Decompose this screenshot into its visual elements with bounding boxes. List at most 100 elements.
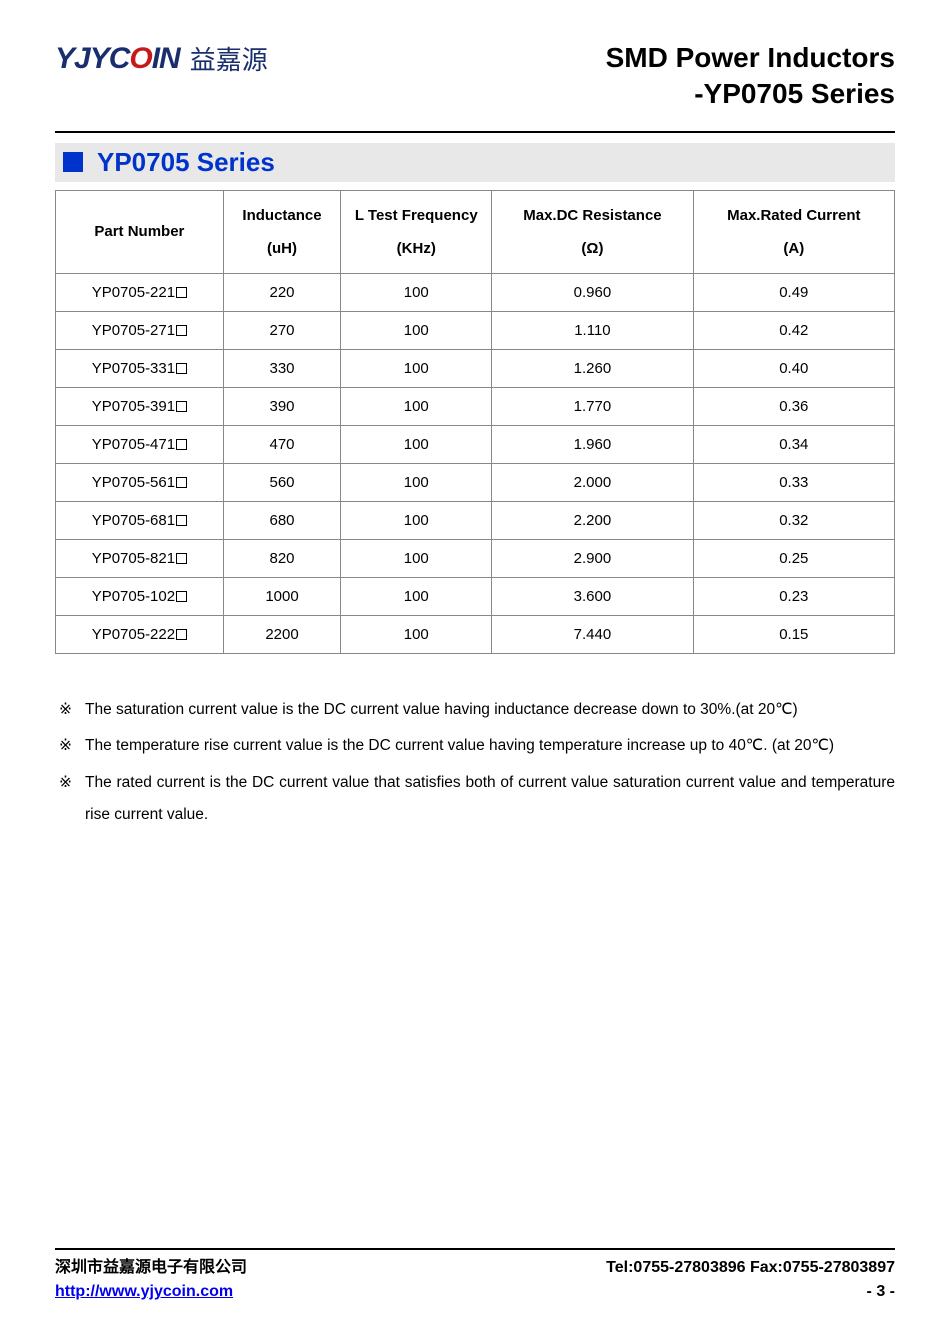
cell-ind: 220 bbox=[223, 273, 340, 311]
cell-freq: 100 bbox=[341, 615, 492, 653]
note-item: The saturation current value is the DC c… bbox=[55, 694, 895, 727]
cell-part-number: YP0705-821 bbox=[56, 539, 224, 577]
footer-rule bbox=[55, 1248, 895, 1250]
cell-ind: 820 bbox=[223, 539, 340, 577]
cell-freq: 100 bbox=[341, 577, 492, 615]
table-row: YP0705-6816801002.2000.32 bbox=[56, 501, 895, 539]
table-row: YP0705-2712701001.1100.42 bbox=[56, 311, 895, 349]
logo-cn: 益嘉源 bbox=[190, 40, 268, 77]
cell-cur: 0.36 bbox=[693, 387, 894, 425]
cell-part-number: YP0705-221 bbox=[56, 273, 224, 311]
cell-dcr: 1.770 bbox=[492, 387, 693, 425]
col-label: Inductance bbox=[242, 207, 321, 224]
note-item: The temperature rise current value is th… bbox=[55, 730, 895, 763]
col-inductance: Inductance (uH) bbox=[223, 190, 340, 273]
cell-cur: 0.25 bbox=[693, 539, 894, 577]
suffix-box-icon bbox=[176, 363, 187, 374]
table-head: Part Number Inductance (uH) L Test Frequ… bbox=[56, 190, 895, 273]
cell-dcr: 1.260 bbox=[492, 349, 693, 387]
cell-ind: 330 bbox=[223, 349, 340, 387]
cell-cur: 0.34 bbox=[693, 425, 894, 463]
cell-dcr: 3.600 bbox=[492, 577, 693, 615]
cell-dcr: 2.200 bbox=[492, 501, 693, 539]
table-row: YP0705-10210001003.6000.23 bbox=[56, 577, 895, 615]
cell-part-number: YP0705-271 bbox=[56, 311, 224, 349]
notes-list: The saturation current value is the DC c… bbox=[55, 694, 895, 832]
cell-cur: 0.15 bbox=[693, 615, 894, 653]
suffix-box-icon bbox=[176, 629, 187, 640]
suffix-box-icon bbox=[176, 287, 187, 298]
logo-part-2: O bbox=[129, 42, 151, 75]
cell-dcr: 0.960 bbox=[492, 273, 693, 311]
section-square-icon bbox=[63, 152, 83, 172]
col-rated-current: Max.Rated Current (A) bbox=[693, 190, 894, 273]
cell-freq: 100 bbox=[341, 501, 492, 539]
footer: 深圳市益嘉源电子有限公司 http://www.yjycoin.com Tel:… bbox=[55, 1248, 895, 1304]
cell-ind: 470 bbox=[223, 425, 340, 463]
table-row: YP0705-5615601002.0000.33 bbox=[56, 463, 895, 501]
cell-freq: 100 bbox=[341, 273, 492, 311]
logo-latin: YJYCOIN bbox=[55, 42, 180, 76]
col-label: Max.Rated Current bbox=[727, 207, 860, 224]
col-label: L Test Frequency bbox=[355, 207, 478, 224]
cell-ind: 270 bbox=[223, 311, 340, 349]
col-unit: (A) bbox=[698, 232, 890, 265]
cell-dcr: 2.000 bbox=[492, 463, 693, 501]
cell-part-number: YP0705-471 bbox=[56, 425, 224, 463]
title-line-1: SMD Power Inductors bbox=[606, 40, 895, 76]
cell-dcr: 1.960 bbox=[492, 425, 693, 463]
logo: YJYCOIN 益嘉源 bbox=[55, 40, 268, 77]
suffix-box-icon bbox=[176, 591, 187, 602]
suffix-box-icon bbox=[176, 477, 187, 488]
footer-company: 深圳市益嘉源电子有限公司 bbox=[55, 1256, 247, 1280]
col-unit: (uH) bbox=[228, 232, 336, 265]
suffix-box-icon bbox=[176, 515, 187, 526]
cell-part-number: YP0705-391 bbox=[56, 387, 224, 425]
col-dc-resistance: Max.DC Resistance (Ω) bbox=[492, 190, 693, 273]
cell-ind: 560 bbox=[223, 463, 340, 501]
table-body: YP0705-2212201000.9600.49YP0705-27127010… bbox=[56, 273, 895, 653]
cell-part-number: YP0705-561 bbox=[56, 463, 224, 501]
cell-cur: 0.42 bbox=[693, 311, 894, 349]
cell-ind: 390 bbox=[223, 387, 340, 425]
col-label: Part Number bbox=[94, 223, 184, 240]
table-row: YP0705-4714701001.9600.34 bbox=[56, 425, 895, 463]
cell-freq: 100 bbox=[341, 349, 492, 387]
cell-freq: 100 bbox=[341, 425, 492, 463]
cell-freq: 100 bbox=[341, 463, 492, 501]
footer-left: 深圳市益嘉源电子有限公司 http://www.yjycoin.com bbox=[55, 1256, 247, 1304]
cell-dcr: 7.440 bbox=[492, 615, 693, 653]
cell-cur: 0.32 bbox=[693, 501, 894, 539]
section-header: YP0705 Series bbox=[55, 143, 895, 182]
cell-cur: 0.23 bbox=[693, 577, 894, 615]
col-unit: (KHz) bbox=[345, 232, 487, 265]
footer-url-link[interactable]: http://www.yjycoin.com bbox=[55, 1283, 233, 1300]
col-test-frequency: L Test Frequency (KHz) bbox=[341, 190, 492, 273]
cell-freq: 100 bbox=[341, 539, 492, 577]
table-row: YP0705-22222001007.4400.15 bbox=[56, 615, 895, 653]
cell-part-number: YP0705-102 bbox=[56, 577, 224, 615]
header-rule bbox=[55, 131, 895, 133]
cell-part-number: YP0705-681 bbox=[56, 501, 224, 539]
section-title: YP0705 Series bbox=[97, 147, 275, 178]
footer-page-number: - 3 - bbox=[606, 1280, 895, 1304]
col-part-number: Part Number bbox=[56, 190, 224, 273]
title-line-2: -YP0705 Series bbox=[606, 76, 895, 112]
table-row: YP0705-8218201002.9000.25 bbox=[56, 539, 895, 577]
cell-part-number: YP0705-331 bbox=[56, 349, 224, 387]
logo-part-1: YJYC bbox=[55, 42, 129, 75]
cell-cur: 0.33 bbox=[693, 463, 894, 501]
footer-right: Tel:0755-27803896 Fax:0755-27803897 - 3 … bbox=[606, 1256, 895, 1304]
header: YJYCOIN 益嘉源 SMD Power Inductors -YP0705 … bbox=[55, 40, 895, 113]
table-row: YP0705-3313301001.2600.40 bbox=[56, 349, 895, 387]
table-row: YP0705-2212201000.9600.49 bbox=[56, 273, 895, 311]
document-title: SMD Power Inductors -YP0705 Series bbox=[606, 40, 895, 113]
cell-cur: 0.49 bbox=[693, 273, 894, 311]
spec-table: Part Number Inductance (uH) L Test Frequ… bbox=[55, 190, 895, 654]
cell-ind: 2200 bbox=[223, 615, 340, 653]
cell-part-number: YP0705-222 bbox=[56, 615, 224, 653]
logo-part-3: IN bbox=[152, 42, 180, 75]
cell-cur: 0.40 bbox=[693, 349, 894, 387]
cell-freq: 100 bbox=[341, 387, 492, 425]
cell-dcr: 2.900 bbox=[492, 539, 693, 577]
